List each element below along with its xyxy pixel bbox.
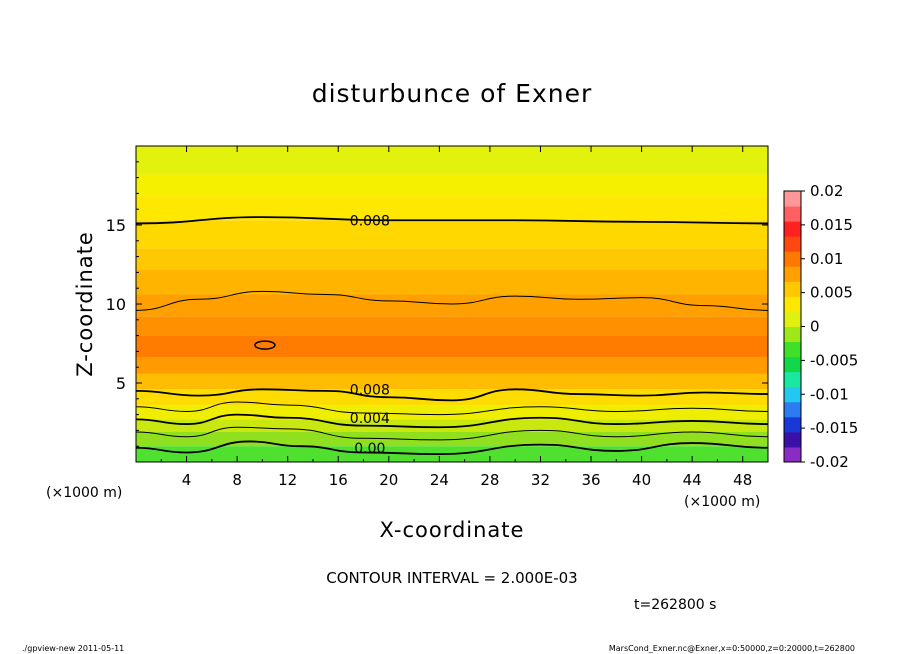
colorbar-swatch	[784, 236, 801, 252]
x-unit-left: (×1000 m)	[46, 485, 122, 501]
colorbar-swatch	[784, 446, 801, 463]
y-axis-label: Z-coordinate	[73, 231, 97, 377]
x-axis-ticks: 4 8 12 16 20 24 28 32 36 40 44 48	[160, 146, 752, 489]
contour-line	[136, 413, 768, 429]
colorbar-tick-label: 0	[810, 318, 820, 336]
color-band	[136, 269, 768, 295]
color-band	[136, 373, 768, 390]
chart-title: disturbunce of Exner	[312, 79, 593, 108]
color-band	[136, 220, 768, 249]
colorbar-swatch	[784, 221, 801, 237]
color-band	[136, 294, 768, 317]
colorbar-swatch	[784, 371, 801, 388]
colorbar	[783, 190, 802, 463]
x-tick-label: 28	[480, 471, 499, 489]
color-band	[136, 389, 768, 406]
x-tick-label: 32	[531, 471, 550, 489]
color-band	[136, 335, 768, 358]
x-tick-label: 48	[733, 471, 752, 489]
colorbar-swatch	[784, 251, 801, 267]
contour-line	[136, 426, 768, 441]
colorbar-swatch	[784, 326, 801, 343]
x-tick-label: 12	[278, 471, 297, 489]
colorbar-swatch	[784, 296, 801, 312]
color-band	[136, 316, 768, 336]
x-tick-label: 40	[632, 471, 651, 489]
color-band	[136, 405, 768, 420]
x-tick-label: 16	[329, 471, 348, 489]
color-bands	[136, 146, 768, 462]
footer-left-note: ./gpview-new 2011-05-11	[22, 644, 124, 653]
colorbar-swatch	[784, 386, 801, 403]
colorbar-swatch	[784, 401, 801, 418]
colorbar-tick-label: 0.01	[810, 250, 843, 268]
x-tick-label: 20	[379, 471, 398, 489]
colorbar-tick-label: 0.02	[810, 182, 843, 200]
contour-line	[136, 290, 768, 311]
y-tick-label: 5	[116, 374, 126, 393]
colorbar-swatch	[784, 311, 801, 327]
colorbar-swatch	[784, 341, 801, 358]
contour-line	[136, 216, 768, 225]
colorbar-swatch	[784, 206, 801, 222]
contour-label: 0.004	[350, 411, 390, 427]
colorbar-swatch	[784, 416, 801, 433]
x-tick-label: 24	[430, 471, 449, 489]
color-band	[136, 174, 768, 197]
colorbar-ticks: 0.02 0.015 0.01 0.005 0 -0.005 -0.01 -0.015 -0.0…	[801, 182, 858, 471]
contour-label: 0.00	[354, 441, 385, 457]
color-band	[136, 146, 768, 175]
contour-line	[136, 440, 768, 456]
x-tick-label: 36	[581, 471, 600, 489]
contour-lines	[136, 216, 768, 456]
time-text: t=262800 s	[634, 597, 716, 613]
colorbar-tick-label: -0.02	[810, 453, 849, 471]
contour-line	[136, 401, 768, 416]
colorbar-tick-label: -0.01	[810, 385, 849, 403]
colorbar-swatch	[784, 266, 801, 282]
contour-label: 0.008	[350, 382, 390, 398]
colorbar-swatch	[784, 431, 801, 448]
x-unit-right: (×1000 m)	[684, 494, 760, 510]
colorbar-swatch	[784, 191, 801, 207]
x-tick-label: 44	[683, 471, 702, 489]
colorbar-tick-label: 0.005	[810, 284, 853, 302]
contour-labels: 0.008 0.008 0.004 0.00	[350, 213, 390, 457]
x-axis-label: X-coordinate	[380, 518, 525, 542]
footer-right-note: MarsCond_Exner.nc@Exner,x=0:50000,z=0:20…	[609, 644, 855, 653]
y-axis-ticks: 5 10 15	[106, 161, 768, 447]
y-tick-label: 10	[106, 295, 126, 314]
colorbar-tick-label: 0.015	[810, 216, 853, 234]
closed-contour	[254, 340, 276, 350]
y-tick-label: 15	[106, 216, 126, 235]
color-band	[136, 196, 768, 221]
colorbar-swatch	[784, 356, 801, 373]
contour-label: 0.008	[350, 213, 390, 229]
x-tick-label: 4	[182, 471, 192, 489]
colorbar-swatch	[784, 281, 801, 297]
color-band	[136, 357, 768, 374]
x-tick-label: 8	[232, 471, 242, 489]
color-band	[136, 248, 768, 270]
colorbar-tick-label: -0.015	[810, 419, 858, 437]
contour-interval-text: CONTOUR INTERVAL = 2.000E-03	[326, 569, 577, 587]
contour-line	[136, 388, 768, 402]
colorbar-tick-label: -0.005	[810, 351, 858, 369]
